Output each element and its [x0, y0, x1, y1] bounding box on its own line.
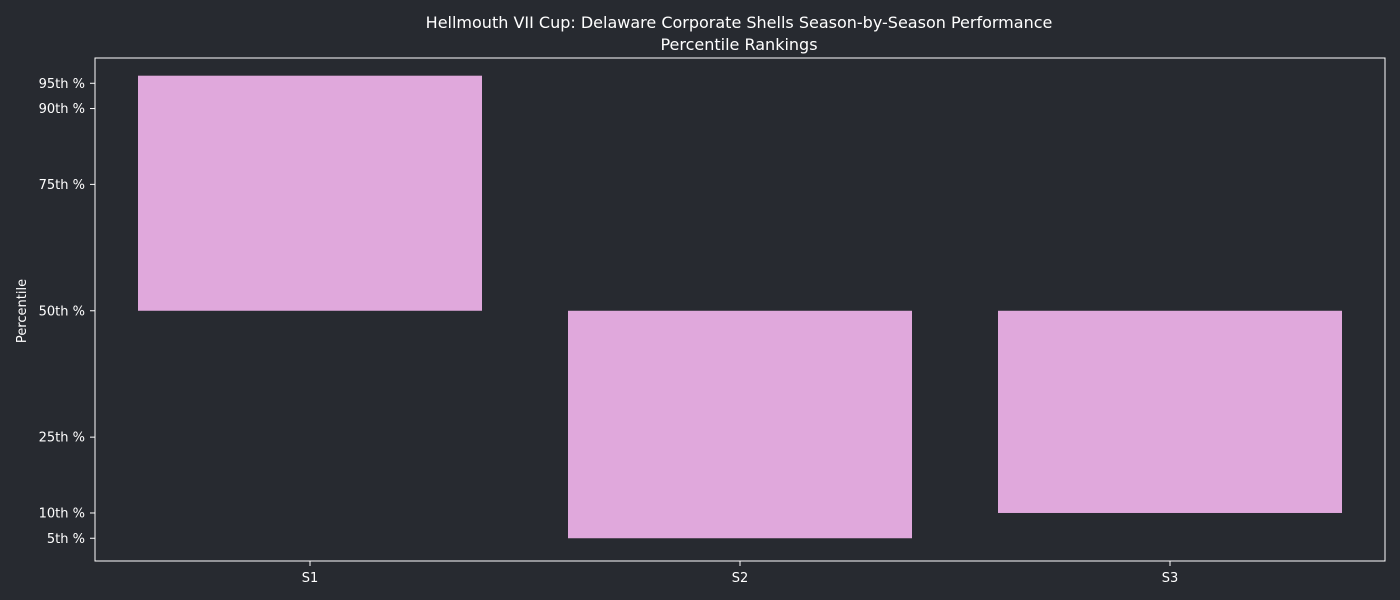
x-tick-label-s1: S1 [302, 571, 319, 586]
bar-s3 [998, 310, 1342, 513]
chart-title: Hellmouth VII Cup: Delaware Corporate Sh… [426, 13, 1053, 32]
x-tick-label-s2: S2 [732, 571, 749, 586]
y-tick-label: 95th % [39, 77, 85, 92]
y-axis-label: Percentile [15, 279, 30, 343]
chart-subtitle: Percentile Rankings [660, 35, 817, 54]
y-tick-label: 50th % [39, 304, 85, 319]
x-axis: S1 S2 S3 [302, 561, 1179, 586]
bar-s1 [138, 75, 482, 311]
bar-s2 [568, 310, 912, 539]
y-tick-label: 25th % [39, 431, 85, 446]
y-tick-label: 90th % [39, 102, 85, 117]
y-tick-label: 5th % [47, 532, 85, 547]
y-axis: 5th % 10th % 25th % 50th % 75th % 90th % 95th … [39, 77, 95, 547]
x-tick-label-s3: S3 [1162, 571, 1179, 586]
y-tick-label: 10th % [39, 506, 85, 521]
y-tick-label: 75th % [39, 178, 85, 193]
bars-layer [138, 75, 1342, 539]
